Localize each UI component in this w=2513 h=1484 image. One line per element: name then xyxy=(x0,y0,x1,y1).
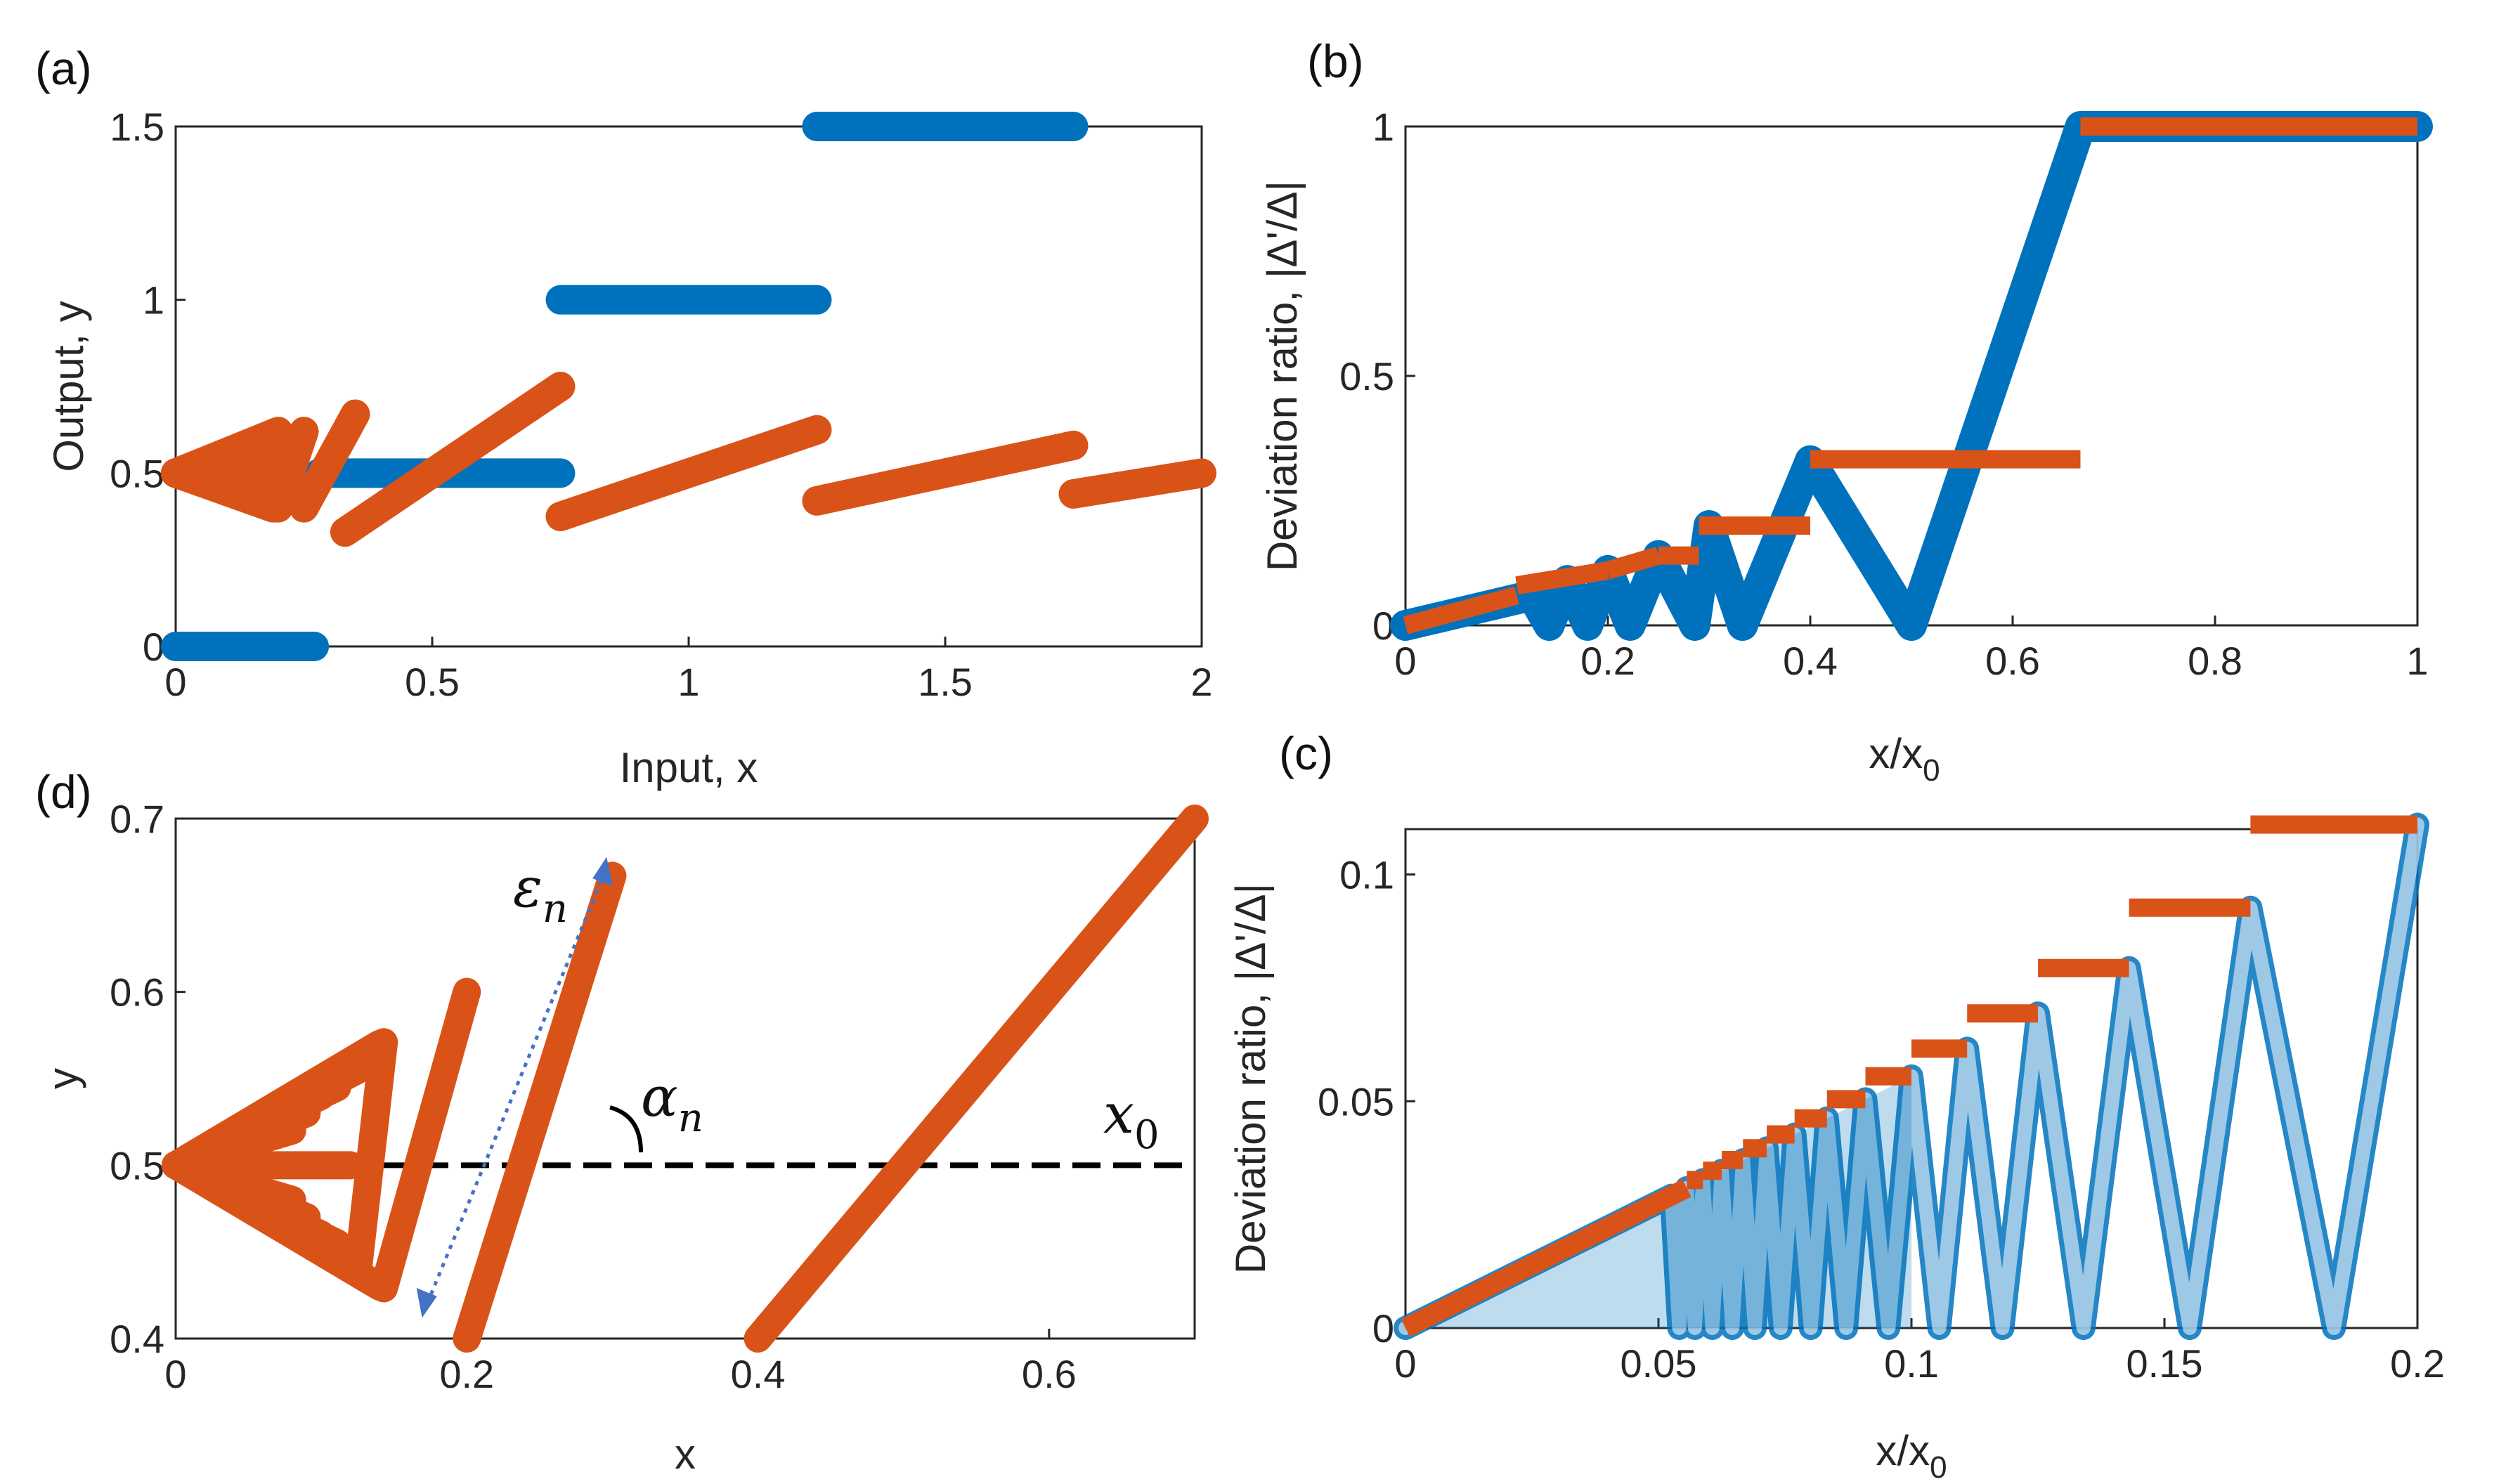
alpha-subscript: n xyxy=(678,1095,703,1141)
y-tick-label: 0.05 xyxy=(1318,1079,1394,1124)
orange-segment xyxy=(545,415,832,531)
x-tick-label: 0 xyxy=(164,660,186,704)
y-axis-label: Deviation ratio, |Δ'/Δ| xyxy=(1259,181,1306,571)
y-tick-label: 0 xyxy=(143,625,164,669)
data-marks xyxy=(162,805,1209,1353)
plot-frame xyxy=(174,125,1203,648)
y-tick-label: 0.5 xyxy=(1339,354,1394,398)
orange-ramp xyxy=(1401,1179,1691,1337)
y-tick-label: 0.5 xyxy=(110,451,164,495)
x-tick-label: 1 xyxy=(677,660,699,704)
panel-a-letter: (a) xyxy=(35,42,92,94)
x-tick-label: 0 xyxy=(164,1352,186,1396)
alpha-arc xyxy=(609,1105,643,1153)
x-tick-label: 0.6 xyxy=(1985,639,2040,683)
y-tick-label: 0.6 xyxy=(110,970,164,1015)
x-tick-label: 0.1 xyxy=(1884,1341,1939,1386)
x-axis-label: x xyxy=(675,1431,696,1478)
alpha-label: αn xyxy=(641,1066,703,1141)
orange-segment xyxy=(1515,561,1610,595)
epsilon-subscript: n xyxy=(543,886,568,932)
orange-segment xyxy=(370,977,481,1303)
chart-panel-d: 0 0.2 0.4 0.60.40.50.60.7 εn αn x0 x y xyxy=(39,797,1209,1478)
x-tick-label: 0.15 xyxy=(2126,1341,2203,1386)
data-marks xyxy=(161,112,1216,661)
x-tick-label: 1 xyxy=(2406,639,2428,683)
x-tick-label: 0.2 xyxy=(1580,639,1635,683)
tick-group: 0 0.2 0.4 0.6 0.4 0.5 0.6 0.7 xyxy=(110,797,1077,1396)
x0-subscript: 0 xyxy=(1134,1112,1160,1158)
x-tick-label: 0.6 xyxy=(1022,1352,1077,1396)
panel-d-letter: (d) xyxy=(35,766,92,818)
x-axis-label: x/x0 xyxy=(1869,730,1940,788)
x-tick-label: 2 xyxy=(1190,660,1212,704)
epsilon-arrow xyxy=(416,857,613,1318)
orange-segment xyxy=(1605,547,1661,580)
orange-segment xyxy=(289,399,370,523)
blue-curve xyxy=(1390,111,2433,641)
x0-symbol: x xyxy=(1103,1083,1134,1146)
y-tick-label: 0.7 xyxy=(110,797,164,841)
y-tick-label: 0.4 xyxy=(110,1317,164,1361)
y-tick-label: 1 xyxy=(1372,105,1394,149)
chart-panel-b: 0 0.2 0.4 0.6 0.8 1 0 0.5 1 x/x0 Deviation ratio… xyxy=(1259,105,2433,788)
orange-segment xyxy=(1403,586,1519,634)
y-tick-label: 1 xyxy=(143,278,164,323)
y-tick-label: 0.1 xyxy=(1339,853,1394,897)
y-axis-label: Deviation ratio, |Δ'/Δ| xyxy=(1227,883,1274,1274)
orange-segment xyxy=(453,861,627,1353)
panel-b-letter: (b) xyxy=(1307,35,1364,87)
x-tick-label: 0.05 xyxy=(1621,1341,1697,1386)
x-axis-label: Input, x xyxy=(620,744,758,791)
y-tick-label: 0 xyxy=(1372,1306,1394,1350)
orange-segment xyxy=(343,1028,398,1287)
y-tick-label: 0.5 xyxy=(110,1143,164,1187)
x-axis-label-main: x/x xyxy=(1876,1427,1930,1474)
y-axis-label: y xyxy=(39,1068,86,1089)
blue-zigzag-hollow xyxy=(1398,817,2424,1335)
y-axis-label: Output, y xyxy=(45,301,92,471)
epsilon-symbol: ε xyxy=(513,857,543,920)
orange-segment xyxy=(264,417,319,523)
x-axis-label-sub: 0 xyxy=(1930,1450,1947,1484)
orange-segment xyxy=(802,430,1089,516)
x-axis-label-sub: 0 xyxy=(1923,753,1940,788)
plot-frame xyxy=(174,817,1196,1340)
orange-segment xyxy=(1058,458,1216,509)
x-tick-label: 0.2 xyxy=(2390,1341,2445,1386)
x0-label: x0 xyxy=(1103,1083,1160,1158)
data-marks xyxy=(1390,111,2433,641)
x-axis-label: x/x0 xyxy=(1876,1427,1947,1484)
tick-group: 0 0.2 0.4 0.6 0.8 100.51 xyxy=(1339,105,2428,683)
epsilon-label: εn xyxy=(513,857,568,932)
chart-panel-a: 0 0.5 1 1.5 2 0 0.5 1 1.5 Input, x Output, y xyxy=(45,105,1216,791)
data-marks xyxy=(1394,812,2429,1340)
chart-panel-c: 0 0.05 0.1 0.15 0.200.050.1 x/x0 Deviation r… xyxy=(1227,812,2445,1484)
panel-c-letter: (c) xyxy=(1279,727,1333,779)
x-tick-label: 0.4 xyxy=(731,1352,786,1396)
x-tick-label: 0 xyxy=(1394,1341,1416,1386)
orange-segment xyxy=(330,372,576,547)
x-tick-label: 0.2 xyxy=(439,1352,494,1396)
alpha-symbol: α xyxy=(641,1066,678,1129)
x-tick-label: 0 xyxy=(1394,639,1416,683)
x-tick-label: 0.8 xyxy=(2188,639,2242,683)
plot-frame xyxy=(1404,125,2419,627)
x-tick-label: 0.4 xyxy=(1783,639,1838,683)
tick-group: 0 0.5 1 1.5 2 0 0.5 1 1.5 xyxy=(110,105,1212,704)
orange-segment xyxy=(743,805,1209,1353)
x-axis-label-main: x/x xyxy=(1869,730,1923,777)
y-tick-label: 1.5 xyxy=(110,105,164,149)
x-tick-label: 1.5 xyxy=(918,660,973,704)
x-tick-label: 0.5 xyxy=(405,660,460,704)
